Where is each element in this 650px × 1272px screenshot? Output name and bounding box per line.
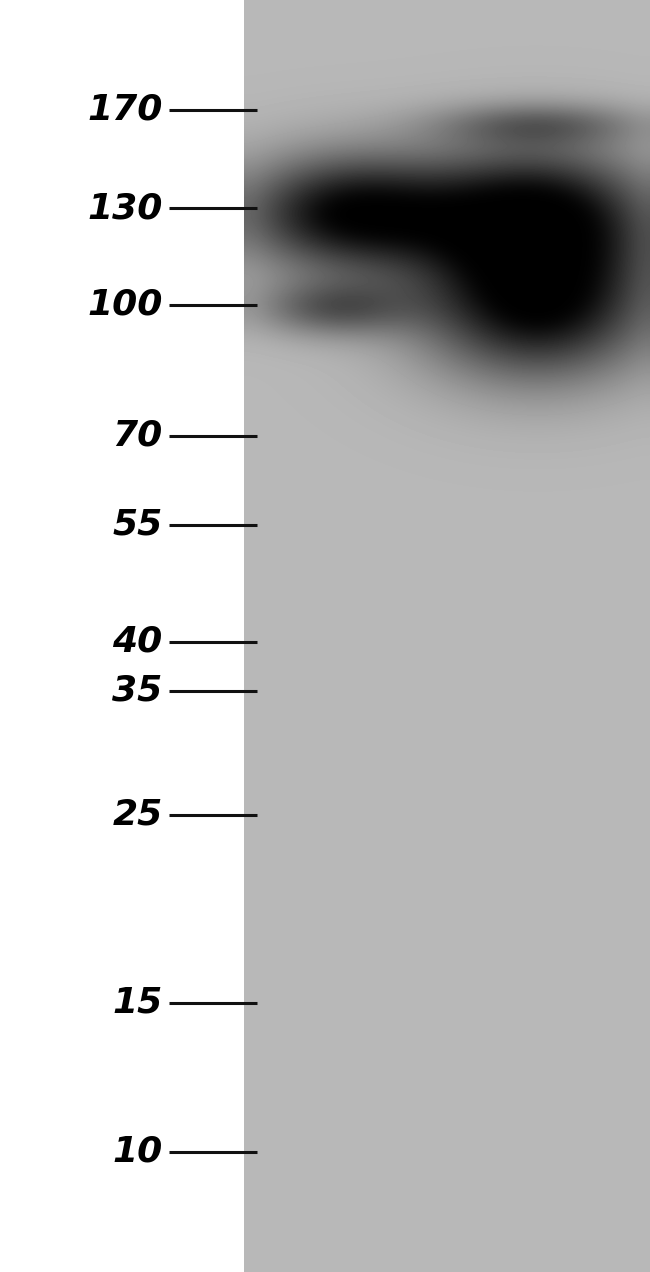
Text: 100: 100 — [87, 287, 162, 322]
Text: 130: 130 — [87, 191, 162, 225]
Text: 25: 25 — [112, 798, 162, 832]
Text: 35: 35 — [112, 674, 162, 709]
Text: 10: 10 — [112, 1135, 162, 1169]
Text: 40: 40 — [112, 625, 162, 659]
Text: 170: 170 — [87, 93, 162, 126]
Text: 55: 55 — [112, 508, 162, 542]
Text: 15: 15 — [112, 986, 162, 1020]
Text: 70: 70 — [112, 418, 162, 453]
FancyBboxPatch shape — [244, 0, 650, 1272]
